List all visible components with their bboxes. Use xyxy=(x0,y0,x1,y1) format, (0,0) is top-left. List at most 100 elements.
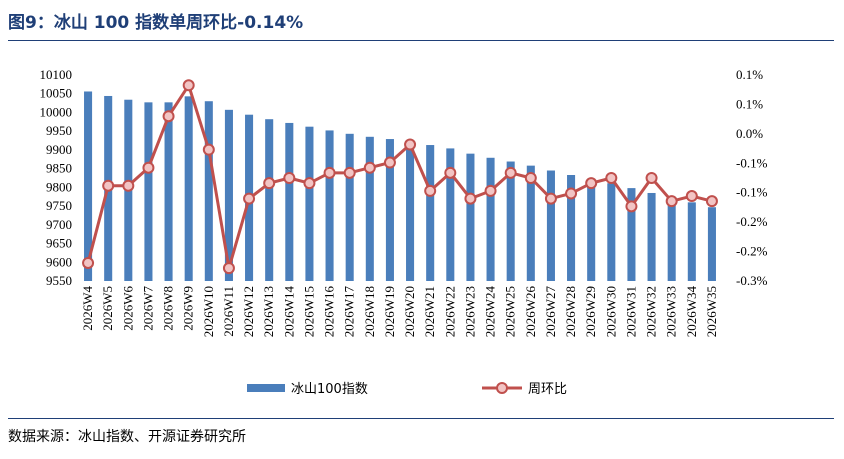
right-tick-label: -0.3% xyxy=(736,273,768,288)
right-tick-label: -0.2% xyxy=(736,214,768,229)
x-axis-labels: 2026W4 2026W5 2026W6 2026W7 2026W8 2026W9 2026… xyxy=(80,286,719,338)
x-tick-label: 2026W21 xyxy=(422,286,437,337)
bar xyxy=(546,170,555,281)
right-tick-label: -0.1% xyxy=(736,155,768,170)
bar xyxy=(567,175,576,281)
bar xyxy=(687,202,696,281)
line-point xyxy=(504,166,517,179)
line-point xyxy=(565,187,578,200)
x-tick-label: 2026W12 xyxy=(241,286,256,337)
bar xyxy=(164,102,173,281)
line-point xyxy=(243,192,256,205)
left-tick-label: 10000 xyxy=(40,104,73,119)
legend-label-bars: 冰山100指数 xyxy=(291,382,368,397)
line-point xyxy=(705,195,718,208)
line-point xyxy=(665,195,678,208)
line-point xyxy=(162,110,175,123)
bar xyxy=(365,136,374,281)
line-point xyxy=(685,190,698,203)
x-tick-label: 2026W22 xyxy=(442,286,457,337)
x-tick-label: 2026W30 xyxy=(603,286,618,337)
line-point xyxy=(605,172,618,184)
bar xyxy=(526,165,535,281)
x-tick-label: 2026W6 xyxy=(120,286,135,331)
line-point xyxy=(102,179,115,192)
line-point xyxy=(404,138,417,151)
bar xyxy=(506,161,515,281)
left-tick-label: 9850 xyxy=(46,161,72,176)
left-tick-label: 9950 xyxy=(46,123,72,138)
x-tick-label: 2026W10 xyxy=(201,286,216,337)
left-tick-label: 9700 xyxy=(46,217,72,232)
bar xyxy=(184,96,193,281)
right-tick-label: 0.1% xyxy=(736,96,763,111)
legend-swatch-marker xyxy=(496,382,508,394)
right-tick-label: -0.1% xyxy=(736,185,768,200)
line-point xyxy=(202,143,215,156)
bar xyxy=(707,207,716,281)
legend-swatch-bars xyxy=(247,384,285,392)
line-point xyxy=(122,179,135,192)
x-tick-label: 2026W33 xyxy=(664,286,679,337)
right-tick-label: 0.0% xyxy=(736,126,763,141)
bar xyxy=(305,126,314,281)
right-tick-label: 0.1% xyxy=(736,67,763,82)
x-tick-label: 2026W14 xyxy=(281,286,296,338)
x-tick-label: 2026W20 xyxy=(402,286,417,337)
bar xyxy=(667,197,676,281)
legend: 冰山100指数 周环比 xyxy=(247,382,567,397)
line-point xyxy=(182,79,195,92)
chart-title: 图9：冰山 100 指数单周环比-0.14% xyxy=(8,13,304,33)
x-tick-label: 2026W35 xyxy=(704,286,719,337)
line-point xyxy=(303,177,316,190)
x-tick-label: 2026W9 xyxy=(181,286,196,331)
bar xyxy=(426,145,435,281)
bar xyxy=(406,140,415,281)
left-tick-label: 9750 xyxy=(46,198,72,213)
line-point xyxy=(424,184,437,197)
bar xyxy=(587,178,596,281)
bar xyxy=(607,183,616,281)
left-tick-label: 10050 xyxy=(40,86,73,101)
legend-label-line: 周环比 xyxy=(528,382,567,397)
x-tick-label: 2026W24 xyxy=(483,286,498,338)
left-tick-label: 9900 xyxy=(46,142,72,157)
left-axis: 9550 9600 9650 9700 9750 9800 9850 9900 9950 1000… xyxy=(40,67,73,288)
line-point xyxy=(544,192,557,205)
right-axis: -0.3% -0.2% -0.2% -0.1% -0.1% 0.0% 0.1% 0.1% xyxy=(736,67,768,288)
x-tick-label: 2026W18 xyxy=(362,286,377,337)
bar xyxy=(265,119,274,281)
line-point xyxy=(484,184,497,197)
bar xyxy=(325,130,334,281)
line-point xyxy=(444,166,457,179)
x-tick-label: 2026W34 xyxy=(684,286,699,338)
left-tick-label: 9550 xyxy=(46,273,72,288)
bar xyxy=(224,109,233,281)
bar xyxy=(84,91,93,281)
left-tick-label: 9600 xyxy=(46,254,72,269)
series-line xyxy=(86,83,713,270)
x-tick-label: 2026W19 xyxy=(382,286,397,337)
x-tick-label: 2026W32 xyxy=(644,286,659,337)
x-tick-label: 2026W29 xyxy=(583,286,598,337)
x-tick-label: 2026W5 xyxy=(100,286,115,331)
bar xyxy=(385,139,394,281)
line-point xyxy=(323,166,336,179)
x-tick-label: 2026W28 xyxy=(563,286,578,337)
bar xyxy=(486,157,495,281)
line-point xyxy=(343,166,356,179)
x-tick-label: 2026W31 xyxy=(623,286,638,337)
x-tick-label: 2026W8 xyxy=(161,286,176,331)
line-point xyxy=(383,156,396,169)
line-point xyxy=(645,172,658,184)
source-note: 数据来源：冰山指数、开源证券研究所 xyxy=(8,429,246,445)
line-point xyxy=(625,200,638,213)
x-tick-label: 2026W23 xyxy=(462,286,477,337)
footer-divider xyxy=(8,418,834,419)
line-point xyxy=(585,177,598,190)
bar xyxy=(285,122,294,281)
line-point xyxy=(363,161,376,174)
x-tick-label: 2026W13 xyxy=(261,286,276,337)
bar-series xyxy=(84,91,716,282)
x-tick-label: 2026W27 xyxy=(543,286,558,338)
